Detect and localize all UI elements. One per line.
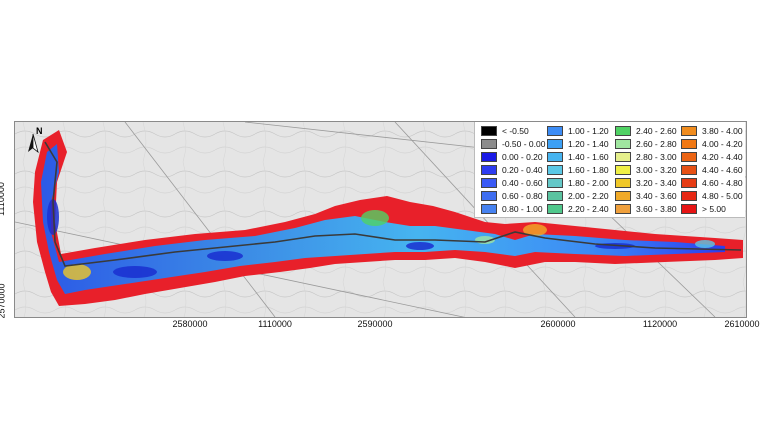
- legend-item: 4.80 - 5.00: [681, 190, 743, 201]
- legend-swatch: [615, 125, 631, 136]
- legend-swatch: [615, 138, 631, 149]
- legend-item: 0.60 - 0.80: [481, 190, 543, 201]
- legend-swatch: [681, 138, 697, 149]
- legend-item: 1.40 - 1.60: [547, 151, 609, 162]
- legend-item: 1.80 - 2.00: [547, 177, 609, 188]
- shallow-fringes: [63, 210, 715, 280]
- legend-item: 1.00 - 1.20: [547, 125, 609, 136]
- y-tick-label: 2570000: [0, 283, 7, 319]
- legend-item: 2.40 - 2.60: [615, 125, 677, 136]
- legend-item: 2.60 - 2.80: [615, 138, 677, 149]
- legend-label: 0.00 - 0.20: [502, 151, 543, 162]
- legend-label: 2.40 - 2.60: [636, 125, 677, 136]
- legend-item: 0.80 - 1.00: [481, 203, 543, 214]
- legend-item: < -0.50: [481, 125, 529, 136]
- x-tick-label: 2580000: [172, 319, 208, 329]
- legend-label: 0.60 - 0.80: [502, 190, 543, 201]
- legend-label: 3.00 - 3.20: [636, 164, 677, 175]
- legend-item: 3.80 - 4.00: [681, 125, 743, 136]
- legend-swatch: [481, 138, 497, 149]
- legend-item: 3.40 - 3.60: [615, 190, 677, 201]
- legend-label: 1.80 - 2.00: [568, 177, 609, 188]
- legend-label: 4.80 - 5.00: [702, 190, 743, 201]
- legend-swatch: [681, 190, 697, 201]
- y-tick-label: 1110000: [0, 182, 6, 216]
- legend: < -0.50 -0.50 - 0.00 0.00 - 0.20 0.20 - 0.4…: [474, 122, 745, 218]
- legend-swatch: [681, 177, 697, 188]
- legend-item: -0.50 - 0.00: [481, 138, 545, 149]
- legend-item: 0.20 - 0.40: [481, 164, 543, 175]
- legend-swatch: [681, 125, 697, 136]
- legend-label: -0.50 - 0.00: [502, 138, 546, 149]
- legend-swatch: [681, 203, 697, 214]
- legend-label: 0.40 - 0.60: [502, 177, 543, 188]
- legend-label: 2.60 - 2.80: [636, 138, 677, 149]
- legend-item: 4.20 - 4.40: [681, 151, 743, 162]
- legend-item: 3.00 - 3.20: [615, 164, 677, 175]
- legend-label: > 5.00: [702, 203, 726, 214]
- legend-swatch: [481, 190, 497, 201]
- legend-item: 1.20 - 1.40: [547, 138, 609, 149]
- legend-item: 2.20 - 2.40: [547, 203, 609, 214]
- x-tick-label: 2610000: [724, 319, 760, 329]
- legend-label: 3.40 - 3.60: [636, 190, 677, 201]
- legend-label: 4.20 - 4.40: [702, 151, 743, 162]
- legend-item: > 5.00: [681, 203, 726, 214]
- legend-label: 3.20 - 3.40: [636, 177, 677, 188]
- legend-swatch: [547, 151, 563, 162]
- x-tick-label: 2600000: [540, 319, 576, 329]
- legend-swatch: [681, 164, 697, 175]
- legend-item: 4.40 - 4.60: [681, 164, 743, 175]
- legend-item: 2.80 - 3.00: [615, 151, 677, 162]
- legend-swatch: [615, 164, 631, 175]
- legend-item: 0.00 - 0.20: [481, 151, 543, 162]
- legend-swatch: [615, 177, 631, 188]
- north-label: N: [36, 126, 43, 136]
- river-line: [44, 141, 742, 267]
- legend-item: 3.20 - 3.40: [615, 177, 677, 188]
- legend-label: < -0.50: [502, 125, 529, 136]
- x-tick-label: 2590000: [357, 319, 393, 329]
- legend-swatch: [547, 190, 563, 201]
- legend-label: 3.80 - 4.00: [702, 125, 743, 136]
- legend-swatch: [481, 164, 497, 175]
- legend-swatch: [547, 203, 563, 214]
- legend-swatch: [615, 151, 631, 162]
- legend-label: 2.80 - 3.00: [636, 151, 677, 162]
- legend-swatch: [481, 125, 497, 136]
- legend-swatch: [547, 125, 563, 136]
- legend-label: 1.40 - 1.60: [568, 151, 609, 162]
- legend-label: 3.60 - 3.80: [636, 203, 677, 214]
- legend-label: 0.20 - 0.40: [502, 164, 543, 175]
- legend-item: 0.40 - 0.60: [481, 177, 543, 188]
- legend-item: 2.00 - 2.20: [547, 190, 609, 201]
- legend-label: 2.00 - 2.20: [568, 190, 609, 201]
- legend-label: 2.20 - 2.40: [568, 203, 609, 214]
- legend-swatch: [547, 164, 563, 175]
- legend-item: 1.60 - 1.80: [547, 164, 609, 175]
- legend-swatch: [615, 190, 631, 201]
- legend-swatch: [547, 177, 563, 188]
- legend-swatch: [547, 138, 563, 149]
- north-arrow-icon: [28, 133, 39, 154]
- x-tick-label: 1110000: [258, 319, 292, 329]
- legend-item: 4.60 - 4.80: [681, 177, 743, 188]
- legend-label: 4.40 - 4.60: [702, 164, 743, 175]
- legend-item: 4.00 - 4.20: [681, 138, 743, 149]
- x-tick-label: 1120000: [642, 319, 678, 329]
- map-canvas: [15, 122, 746, 317]
- legend-label: 1.00 - 1.20: [568, 125, 609, 136]
- north-arrow: N: [22, 126, 44, 156]
- legend-label: 4.00 - 4.20: [702, 138, 743, 149]
- legend-swatch: [481, 203, 497, 214]
- legend-label: 1.60 - 1.80: [568, 164, 609, 175]
- legend-label: 1.20 - 1.40: [568, 138, 609, 149]
- legend-swatch: [481, 151, 497, 162]
- legend-swatch: [615, 203, 631, 214]
- legend-swatch: [681, 151, 697, 162]
- legend-swatch: [481, 177, 497, 188]
- legend-label: 0.80 - 1.00: [502, 203, 543, 214]
- legend-label: 4.60 - 4.80: [702, 177, 743, 188]
- legend-item: 3.60 - 3.80: [615, 203, 677, 214]
